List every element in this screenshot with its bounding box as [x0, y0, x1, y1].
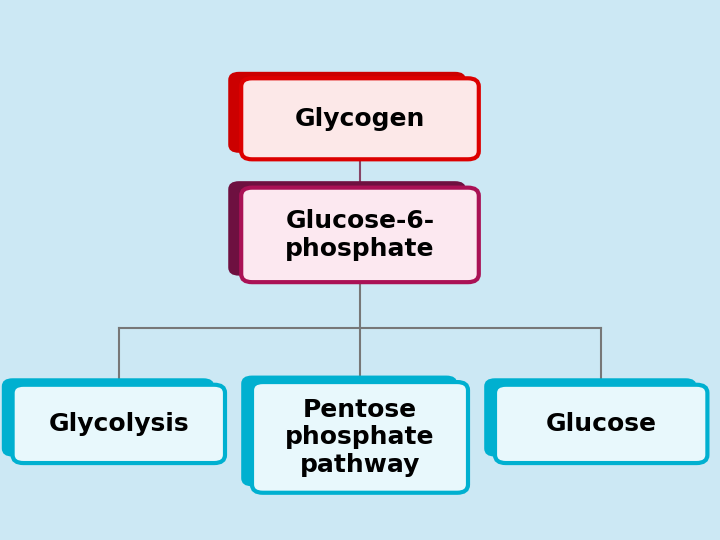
- FancyBboxPatch shape: [2, 378, 215, 456]
- Text: Glucose-6-
phosphate: Glucose-6- phosphate: [285, 209, 435, 261]
- FancyBboxPatch shape: [241, 188, 479, 282]
- Text: Glycogen: Glycogen: [294, 107, 426, 131]
- Text: Glycolysis: Glycolysis: [48, 412, 189, 436]
- FancyBboxPatch shape: [228, 181, 466, 275]
- Text: Pentose
phosphate
pathway: Pentose phosphate pathway: [285, 397, 435, 477]
- FancyBboxPatch shape: [228, 72, 466, 153]
- Text: Glucose: Glucose: [546, 412, 657, 436]
- FancyBboxPatch shape: [484, 378, 696, 456]
- FancyBboxPatch shape: [495, 384, 707, 463]
- FancyBboxPatch shape: [241, 376, 457, 486]
- FancyBboxPatch shape: [241, 78, 479, 159]
- FancyBboxPatch shape: [13, 384, 225, 463]
- FancyBboxPatch shape: [252, 382, 468, 492]
